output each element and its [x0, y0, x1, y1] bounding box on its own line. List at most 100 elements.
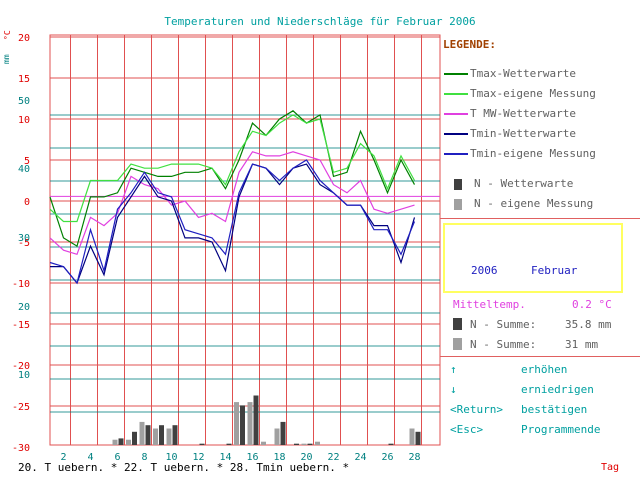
precip-bar [240, 405, 245, 445]
sum1-swatch [453, 318, 462, 330]
period-month: Februar [531, 264, 578, 277]
x-tick-label: 2 [60, 452, 66, 463]
temp-tick-label: 0 [24, 197, 30, 208]
legend-swatch [454, 179, 462, 190]
x-tick-label: 28 [408, 452, 420, 463]
precip-bar [159, 425, 164, 445]
series-line [49, 151, 415, 256]
precip-bar [247, 402, 253, 445]
key-esc[interactable]: <Esc> [450, 423, 484, 436]
key-down-icon[interactable]: ↓ [450, 383, 457, 396]
precip-bar [274, 428, 280, 445]
precip-bar [166, 428, 172, 445]
sum2-swatch [453, 338, 462, 350]
legend-title: LEGENDE: [443, 38, 496, 51]
x-tick-label: 10 [165, 452, 177, 463]
key-down-action: erniedrigen [521, 383, 594, 396]
mitteltemp-value: 0.2 °C [572, 298, 612, 311]
precip-bar [280, 421, 286, 445]
legend-label: N - Wetterwarte [474, 177, 574, 190]
legend-swatch [444, 73, 468, 75]
temp-tick-label: -15 [12, 320, 30, 331]
precip-tick-label: 30 [18, 233, 30, 244]
legend-swatch [444, 153, 468, 155]
x-tick-label: 4 [87, 452, 93, 463]
legend-item: Tmin-eigene Messung [440, 147, 640, 161]
temp-tick-label: -25 [12, 402, 30, 413]
x-tick-label: 18 [273, 452, 285, 463]
x-tick-label: 22 [327, 452, 339, 463]
temp-tick-label: 5 [24, 156, 30, 167]
x-tick-label: 26 [381, 452, 393, 463]
legend-item: Tmax-eigene Messung [440, 87, 640, 101]
legend-item: N - Wetterwarte [440, 177, 640, 191]
plot-area [49, 34, 441, 446]
divider [440, 218, 640, 219]
precip-bar [172, 425, 178, 445]
period-box: 2006 Februar [443, 223, 623, 293]
legend-panel: LEGENDE: Tmax-Wetterwarte Tmax-eigene Mes… [440, 0, 640, 480]
legend-swatch [454, 199, 462, 210]
x-tick-label: 6 [114, 452, 120, 463]
legend-label: T MW-Wetterwarte [470, 107, 576, 120]
footer-status: 20. T uebern. * 22. T uebern. * 28. Tmin… [18, 461, 350, 474]
x-tick-label: 12 [192, 452, 204, 463]
key-esc-action: Programmende [521, 423, 601, 436]
precip-bar [226, 443, 232, 445]
precip-bar [388, 443, 394, 445]
precip-bar [415, 431, 421, 445]
sum1-value: 35.8 mm [565, 318, 612, 331]
temp-tick-label: -20 [12, 361, 30, 372]
x-tick-label: 16 [246, 452, 258, 463]
key-up-action: erhöhen [521, 363, 568, 376]
legend-swatch [444, 93, 468, 95]
temp-tick-label: -5 [18, 238, 30, 249]
divider [440, 356, 640, 357]
precip-bar [315, 441, 320, 445]
precip-tick-label: 20 [18, 302, 30, 313]
x-tick-label: 8 [141, 452, 147, 463]
legend-swatch [444, 133, 468, 135]
precip-bar [126, 439, 131, 445]
temp-tick-label: -30 [12, 443, 30, 454]
axis-unit-mm: mm [2, 54, 11, 64]
temp-tick-label: 10 [18, 115, 30, 126]
precip-bar [294, 443, 299, 445]
key-up-icon[interactable]: ↑ [450, 363, 457, 376]
x-tick-label: 20 [300, 452, 312, 463]
chart-title: Temperaturen und Niederschläge für Febru… [164, 15, 476, 28]
precip-tick-label: 50 [18, 96, 30, 107]
precip-bar [139, 421, 145, 445]
legend-item: Tmin-Wetterwarte [440, 127, 640, 141]
precip-bar [261, 441, 266, 445]
precip-bar [132, 431, 137, 445]
sum2-value: 31 mm [565, 338, 599, 351]
legend-item: Tmax-Wetterwarte [440, 67, 640, 81]
x-tick-label: 24 [354, 452, 366, 463]
x-tick-label: 14 [219, 452, 231, 463]
legend-item: N - eigene Messung [440, 197, 640, 211]
axis-unit-c: °C [3, 30, 12, 40]
temp-tick-label: 20 [18, 33, 30, 44]
sum2-label: N - Summe: [470, 338, 537, 351]
precip-bar [409, 428, 415, 445]
legend-label: Tmax-Wetterwarte [470, 67, 576, 80]
series-line [49, 110, 416, 248]
sum1-label: N - Summe: [470, 318, 537, 331]
precip-bar [301, 443, 307, 445]
key-return[interactable]: <Return> [450, 403, 503, 416]
precip-bar [145, 425, 151, 445]
temp-tick-label: 15 [18, 74, 30, 85]
precip-bar [253, 395, 259, 445]
precip-bar [199, 443, 205, 445]
key-return-action: bestätigen [521, 403, 588, 416]
legend-label: Tmin-Wetterwarte [470, 127, 576, 140]
legend-label: Tmax-eigene Messung [470, 87, 596, 100]
precip-bar [234, 402, 239, 445]
x-axis-label: Tag [601, 462, 619, 473]
series-line [49, 114, 416, 223]
legend-item: T MW-Wetterwarte [440, 107, 640, 121]
legend-label: Tmin-eigene Messung [470, 147, 596, 160]
precip-tick-label: 10 [18, 370, 30, 381]
